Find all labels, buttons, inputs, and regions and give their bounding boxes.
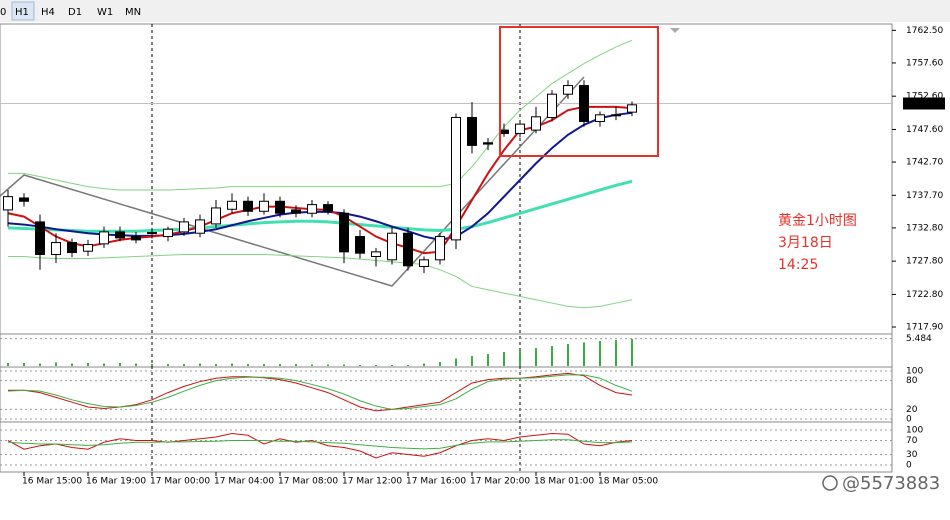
- timeframe-button[interactable]: H1: [15, 7, 29, 18]
- candle-body: [259, 200, 269, 212]
- candle-body: [371, 251, 381, 257]
- y-tick-label: 1722.80: [906, 290, 943, 300]
- timeframe-button[interactable]: D1: [68, 7, 82, 18]
- candle-body: [211, 207, 221, 225]
- candle-body: [515, 123, 525, 134]
- candle-body: [115, 231, 125, 239]
- candle-body: [611, 114, 621, 117]
- candle-body: [291, 209, 301, 214]
- candle-body: [99, 231, 109, 245]
- candle-body: [243, 200, 253, 212]
- candle-body: [19, 197, 29, 202]
- y-tick-label: 30: [906, 450, 918, 460]
- candle-body: [275, 200, 285, 214]
- y-tick-label: 5.484: [906, 334, 932, 344]
- candle-body: [147, 232, 157, 235]
- price-box: [903, 97, 945, 110]
- candle-body: [435, 236, 445, 261]
- indicator-line: [8, 39, 633, 191]
- toolbar: [0, 0, 950, 22]
- y-tick-label: 100: [906, 426, 923, 436]
- y-tick-label: 1757.60: [906, 58, 943, 68]
- watermark: @5573883: [842, 473, 940, 494]
- indicator-line: [7, 111, 633, 241]
- x-tick-label: 18 Mar 01:00: [534, 477, 594, 487]
- x-tick-label: 17 Mar 00:00: [150, 477, 210, 487]
- y-tick-label: 80: [906, 376, 918, 386]
- candle-body: [547, 93, 557, 118]
- indicator-line: [8, 254, 633, 309]
- y-tick-label: 70: [906, 436, 918, 446]
- y-tick-label: 1727.80: [906, 257, 943, 267]
- annotation: 黄金1小时图: [778, 212, 857, 229]
- candle-body: [483, 142, 493, 145]
- y-tick-label: 100: [906, 367, 923, 377]
- timeframe-button[interactable]: MN: [125, 7, 141, 18]
- candle-body: [627, 104, 637, 113]
- y-tick-label: 0: [906, 415, 912, 425]
- annotation: 3月18日: [778, 235, 833, 251]
- candle-body: [419, 259, 429, 267]
- indicator-line: [7, 179, 633, 233]
- watermark-logo: [822, 475, 838, 491]
- timeframe-button[interactable]: W1: [97, 7, 113, 18]
- timeframe-buttons: 0 H1 H4 D1 W1 MN: [0, 7, 141, 18]
- candle-body: [195, 219, 205, 234]
- candle-body: [323, 204, 333, 212]
- candle-body: [339, 212, 349, 253]
- selected-tab: [11, 1, 35, 21]
- oscillator-line: [7, 374, 633, 410]
- x-tick-label: 17 Mar 16:00: [406, 477, 466, 487]
- y-tick-label: 20: [906, 405, 918, 415]
- plot: 1717.90 1722.80 1727.80 1732.80 1737.70 1742.…: [0, 26, 945, 487]
- price-label: 1751.50: [906, 99, 943, 109]
- x-tick-label: 17 Mar 12:00: [342, 477, 402, 487]
- shift-marker: [670, 28, 680, 33]
- candle-body: [563, 85, 573, 95]
- candle-body: [579, 85, 589, 122]
- y-tick-label: 0: [906, 461, 912, 471]
- timeframe-button[interactable]: 0: [0, 7, 6, 18]
- plot-area: [0, 23, 893, 473]
- candle-body: [595, 114, 605, 122]
- candle-body: [531, 116, 541, 131]
- candle-body: [83, 244, 93, 252]
- timeframe-button[interactable]: H4: [41, 7, 55, 18]
- indicator-line: [7, 105, 633, 255]
- candle-body: [403, 232, 413, 267]
- x-tick-label: 18 Mar 05:00: [598, 477, 658, 487]
- oscillator-line: [7, 439, 633, 450]
- candle-body: [307, 204, 317, 214]
- candle-body: [227, 200, 237, 210]
- y-tick-label: 1737.70: [906, 191, 943, 201]
- y-tick-label: 1762.50: [906, 26, 943, 36]
- y-tick-label: 1752.60: [906, 92, 943, 102]
- x-tick-label: 17 Mar 08:00: [278, 477, 338, 487]
- y-tick-label: 1732.80: [906, 223, 943, 233]
- oscillator-line: [7, 432, 633, 459]
- candle-body: [67, 242, 77, 254]
- y-tick-label: 1742.70: [906, 158, 943, 168]
- y-tick-label: 1747.60: [906, 125, 943, 135]
- candle-body: [51, 242, 61, 256]
- x-tick-label: 17 Mar 20:00: [470, 477, 530, 487]
- candle-body: [131, 236, 141, 241]
- annotation: 14:25: [778, 257, 818, 273]
- candle-body: [163, 228, 173, 238]
- candle-body: [387, 232, 397, 261]
- x-tick-label: 17 Mar 04:00: [214, 477, 274, 487]
- candle-body: [35, 221, 45, 256]
- candle-body: [355, 236, 365, 254]
- candle-body: [179, 221, 189, 233]
- y-tick-label: 1717.90: [906, 323, 943, 333]
- candle-body: [467, 116, 477, 146]
- candle-body: [451, 116, 461, 241]
- x-tick-label: 16 Mar 19:00: [86, 477, 146, 487]
- candle-body: [3, 196, 13, 211]
- highlight-box: [499, 26, 659, 157]
- x-tick-label: 16 Mar 15:00: [22, 477, 82, 487]
